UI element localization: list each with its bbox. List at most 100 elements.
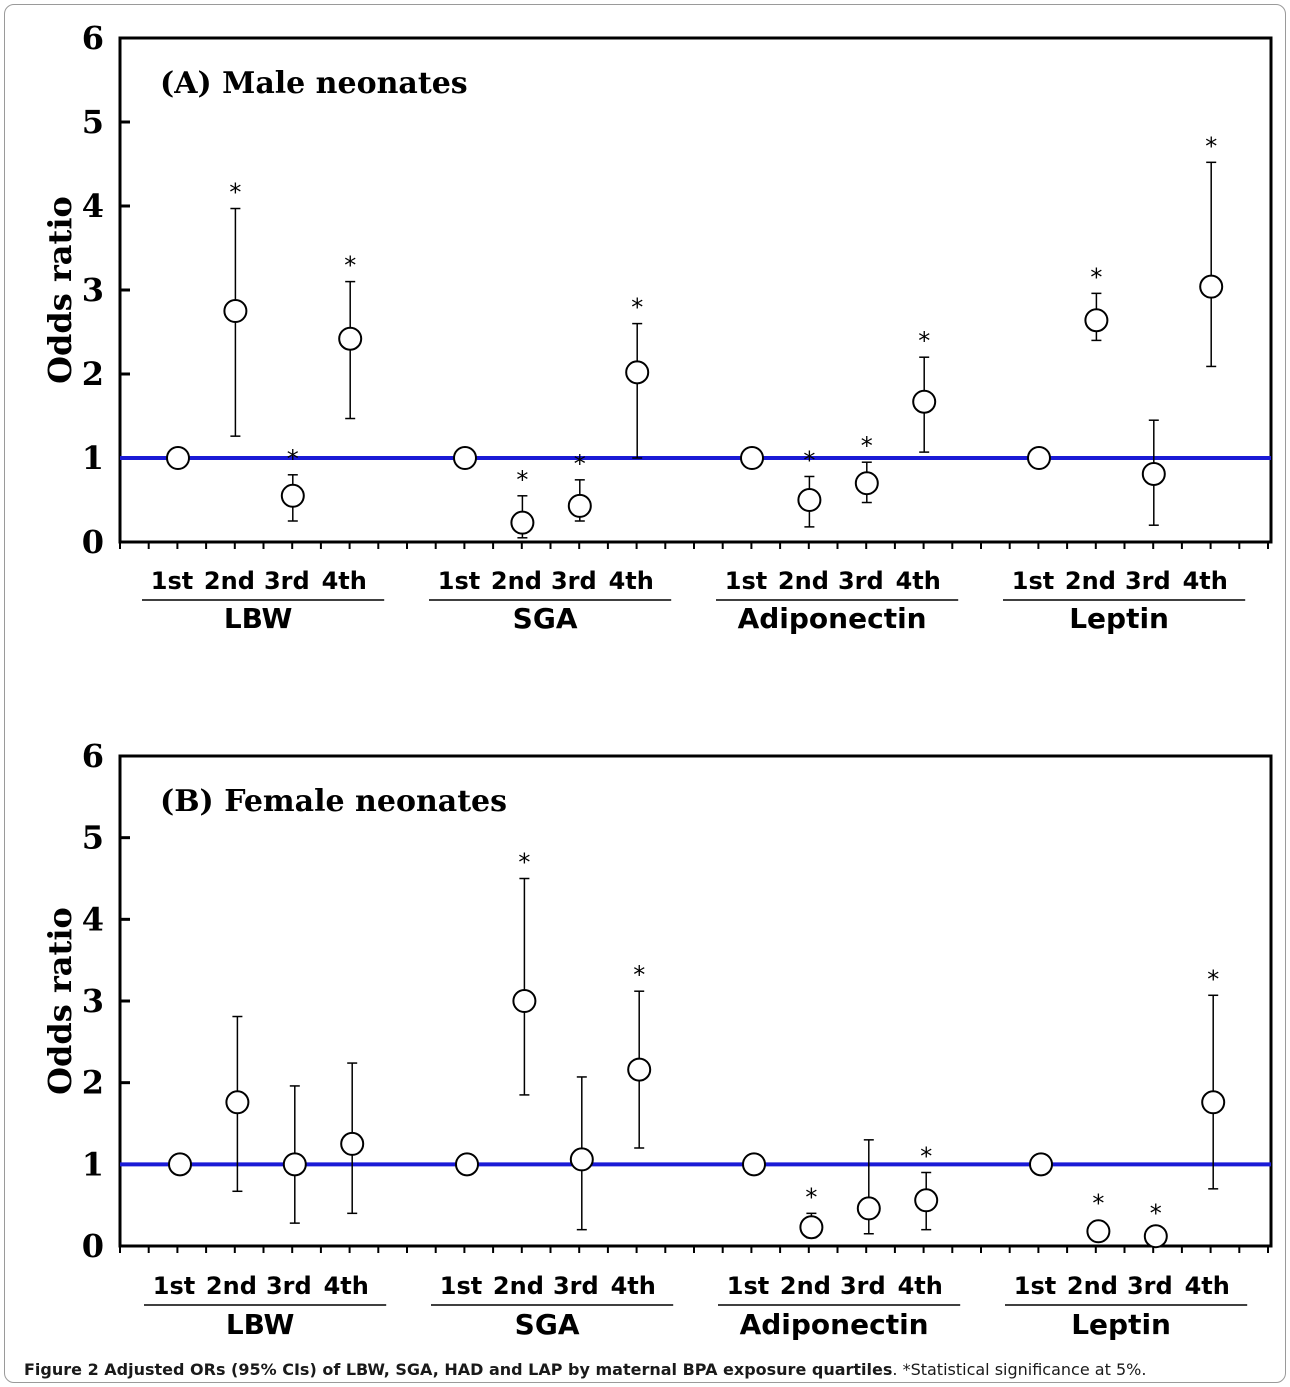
significance-marker: * (918, 327, 930, 355)
data-point (455, 1152, 479, 1177)
quartile-label: 3rd (264, 567, 310, 595)
caption-bold: Figure 2 Adjusted ORs (95% CIs) of LBW, … (24, 1360, 893, 1379)
data-point (1084, 308, 1109, 333)
significance-marker: * (1207, 965, 1219, 993)
data-point (912, 389, 937, 414)
data-point (453, 446, 477, 470)
quartile-label: 3rd (266, 1272, 312, 1300)
significance-marker: * (229, 179, 241, 207)
significance-marker: * (920, 1143, 932, 1171)
data-point (223, 299, 248, 323)
data-point (1027, 446, 1051, 470)
data-point (512, 989, 537, 1013)
data-point (740, 446, 764, 470)
data-point (168, 1152, 192, 1177)
significance-marker: * (1092, 1189, 1104, 1217)
y-tick-label: 3 (82, 271, 104, 309)
quartile-label: 4th (1185, 1272, 1230, 1300)
data-point (627, 1057, 652, 1082)
caption-rest: . *Statistical significance at 5%. (892, 1360, 1147, 1379)
significance-marker: * (1090, 263, 1102, 291)
significance-marker: * (574, 450, 586, 478)
y-axis-label: Odds ratio (41, 196, 79, 384)
data-point (510, 510, 535, 535)
significance-marker: * (631, 294, 643, 322)
quartile-label: 2nd (493, 1272, 544, 1300)
data-point (282, 1152, 307, 1177)
data-point (338, 326, 363, 351)
quartile-label: 4th (611, 1272, 656, 1300)
data-point (225, 1090, 250, 1115)
y-axis-label: Odds ratio (41, 907, 79, 1095)
quartile-label: 4th (324, 1272, 369, 1300)
significance-marker: * (518, 849, 530, 877)
data-point (1029, 1152, 1053, 1177)
y-tick-label: 6 (82, 737, 104, 775)
panel-title: (A) Male neonates (160, 66, 468, 101)
quartile-label: 3rd (840, 1272, 886, 1300)
quartile-label: 2nd (780, 1272, 831, 1300)
data-point (567, 493, 592, 518)
quartile-label: 3rd (838, 567, 884, 595)
y-tick-label: 2 (82, 355, 104, 393)
y-tick-label: 3 (82, 982, 104, 1020)
significance-marker: * (1205, 132, 1217, 160)
data-point (625, 360, 650, 385)
data-point (280, 483, 305, 508)
y-tick-label: 4 (82, 187, 104, 225)
quartile-label: 4th (1183, 567, 1228, 595)
quartile-label: 1st (725, 567, 767, 595)
quartile-label: 2nd (778, 567, 829, 595)
quartile-label: 1st (440, 1272, 482, 1300)
quartile-label: 4th (322, 567, 367, 595)
significance-marker: * (1150, 1200, 1162, 1228)
quartile-label: 1st (438, 567, 480, 595)
group-label: LBW (226, 1308, 295, 1341)
data-point (1199, 274, 1224, 299)
data-point (854, 471, 879, 496)
chart-panel-male: 0 1 2 3 4 5 6 Odds ratio (A) Male neonates 1st * 2n… (41, 19, 1273, 635)
data-point (914, 1188, 939, 1213)
significance-marker: * (633, 961, 645, 989)
significance-marker: * (287, 445, 299, 473)
y-tick-label: 0 (82, 523, 104, 561)
data-point (799, 1215, 824, 1240)
quartile-label: 2nd (1065, 567, 1116, 595)
panel-title: (B) Female neonates (160, 784, 507, 819)
y-tick-label: 4 (82, 900, 104, 938)
group-label: Adiponectin (740, 1308, 929, 1341)
group-label: Leptin (1069, 602, 1169, 635)
data-point (1141, 461, 1166, 486)
quartile-label: 3rd (1125, 567, 1171, 595)
group-label: Adiponectin (738, 602, 927, 635)
data-point (1086, 1219, 1111, 1244)
y-tick-label: 1 (82, 439, 104, 477)
data-point (1201, 1090, 1226, 1115)
significance-marker: * (344, 252, 356, 280)
figure-frame (4, 4, 1286, 1383)
quartile-label: 1st (1012, 567, 1054, 595)
data-point (569, 1147, 594, 1172)
quartile-label: 2nd (491, 567, 542, 595)
quartile-label: 1st (727, 1272, 769, 1300)
data-point (856, 1196, 881, 1221)
y-tick-label: 5 (82, 819, 104, 857)
data-point (742, 1152, 766, 1177)
significance-marker: * (803, 446, 815, 474)
y-tick-label: 5 (82, 103, 104, 141)
data-point (340, 1131, 365, 1156)
group-label: Leptin (1071, 1308, 1171, 1341)
quartile-label: 2nd (1067, 1272, 1118, 1300)
quartile-label: 1st (1014, 1272, 1056, 1300)
significance-marker: * (805, 1183, 817, 1211)
quartile-label: 4th (609, 567, 654, 595)
quartile-label: 3rd (1127, 1272, 1173, 1300)
y-tick-label: 6 (82, 19, 104, 57)
quartile-label: 1st (151, 567, 193, 595)
figure-caption: Figure 2 Adjusted ORs (95% CIs) of LBW, … (24, 1360, 1264, 1379)
quartile-label: 4th (898, 1272, 943, 1300)
data-point (1143, 1224, 1168, 1249)
quartile-label: 2nd (206, 1272, 257, 1300)
quartile-label: 2nd (204, 567, 255, 595)
